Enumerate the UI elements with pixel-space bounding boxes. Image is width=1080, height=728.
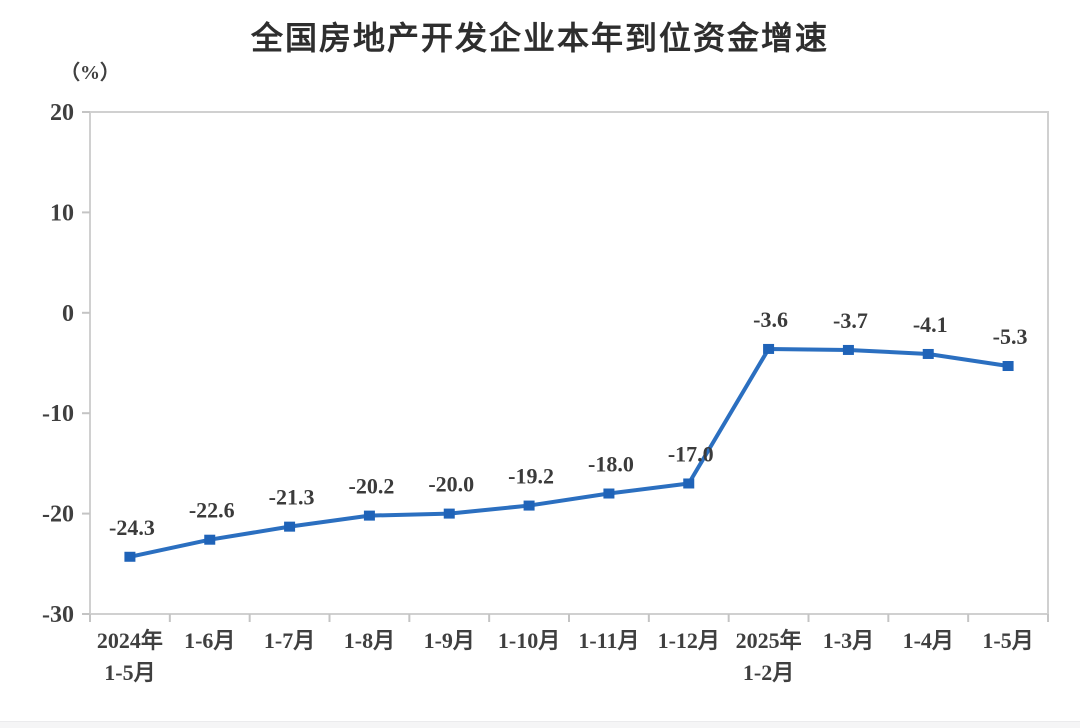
data-point-marker bbox=[842, 344, 854, 355]
y-axis-tick-label: 20 bbox=[50, 100, 74, 126]
data-point-marker bbox=[523, 500, 535, 511]
y-axis-unit-label: （%） bbox=[60, 62, 120, 84]
data-line bbox=[127, 346, 1011, 559]
data-point-label: -19.2 bbox=[508, 464, 554, 489]
data-point-marker bbox=[443, 508, 455, 519]
y-axis-tick-label: -30 bbox=[42, 602, 74, 628]
data-point-label: -17.0 bbox=[668, 441, 714, 466]
data-point-label: -24.3 bbox=[109, 515, 155, 540]
x-axis-tick-label: 1-4月 bbox=[903, 628, 954, 653]
data-point-label: -5.3 bbox=[993, 324, 1028, 349]
plot-area-border bbox=[89, 111, 1049, 615]
data-point-label: -3.7 bbox=[833, 308, 868, 333]
data-point-label: -18.0 bbox=[588, 452, 634, 477]
y-axis-tick-label: 0 bbox=[62, 301, 74, 327]
chart-title: 全国房地产开发企业本年到位资金增速 bbox=[250, 20, 829, 56]
data-point-marker bbox=[603, 488, 615, 499]
x-axis-tick-label: 1-9月 bbox=[424, 628, 475, 653]
data-point-label: -22.6 bbox=[189, 498, 235, 523]
x-axis-tick-label: 1-2月 bbox=[743, 660, 794, 685]
y-axis-tick-label: -20 bbox=[42, 502, 74, 528]
x-axis-tick-label: 1-12月 bbox=[658, 628, 720, 653]
data-point-marker bbox=[204, 534, 216, 545]
x-axis-tick-label: 1-5月 bbox=[104, 660, 155, 685]
x-axis-tick-label: 1-3月 bbox=[823, 628, 874, 653]
data-point-label: -3.6 bbox=[753, 307, 788, 332]
data-point-marker bbox=[124, 551, 136, 562]
data-point-marker bbox=[363, 510, 375, 521]
page-bottom-divider bbox=[0, 721, 1080, 728]
y-axis-tick-label: -10 bbox=[42, 401, 74, 427]
data-point-marker bbox=[284, 521, 296, 532]
x-axis-tick-label: 2024年 bbox=[97, 628, 163, 653]
y-axis-tick-label: 10 bbox=[50, 200, 74, 226]
x-axis-tick-label: 1-7月 bbox=[264, 628, 315, 653]
x-axis-tick-label: 1-11月 bbox=[578, 628, 639, 653]
data-point-label: -4.1 bbox=[913, 312, 948, 337]
x-axis-tick-label: 1-10月 bbox=[498, 628, 560, 653]
data-point-marker bbox=[763, 343, 775, 354]
data-point-label: -21.3 bbox=[269, 485, 315, 510]
x-axis-tick-label: 1-5月 bbox=[982, 628, 1033, 653]
x-axis-tick-label: 1-6月 bbox=[184, 628, 235, 653]
data-point-label: -20.2 bbox=[349, 474, 395, 499]
data-point-marker bbox=[683, 478, 695, 489]
data-point-marker bbox=[1002, 361, 1014, 372]
data-point-marker bbox=[922, 348, 934, 359]
data-point-label: -20.0 bbox=[428, 472, 474, 497]
x-axis-tick-label: 2025年 bbox=[736, 628, 802, 653]
x-axis-tick-label: 1-8月 bbox=[344, 628, 395, 653]
